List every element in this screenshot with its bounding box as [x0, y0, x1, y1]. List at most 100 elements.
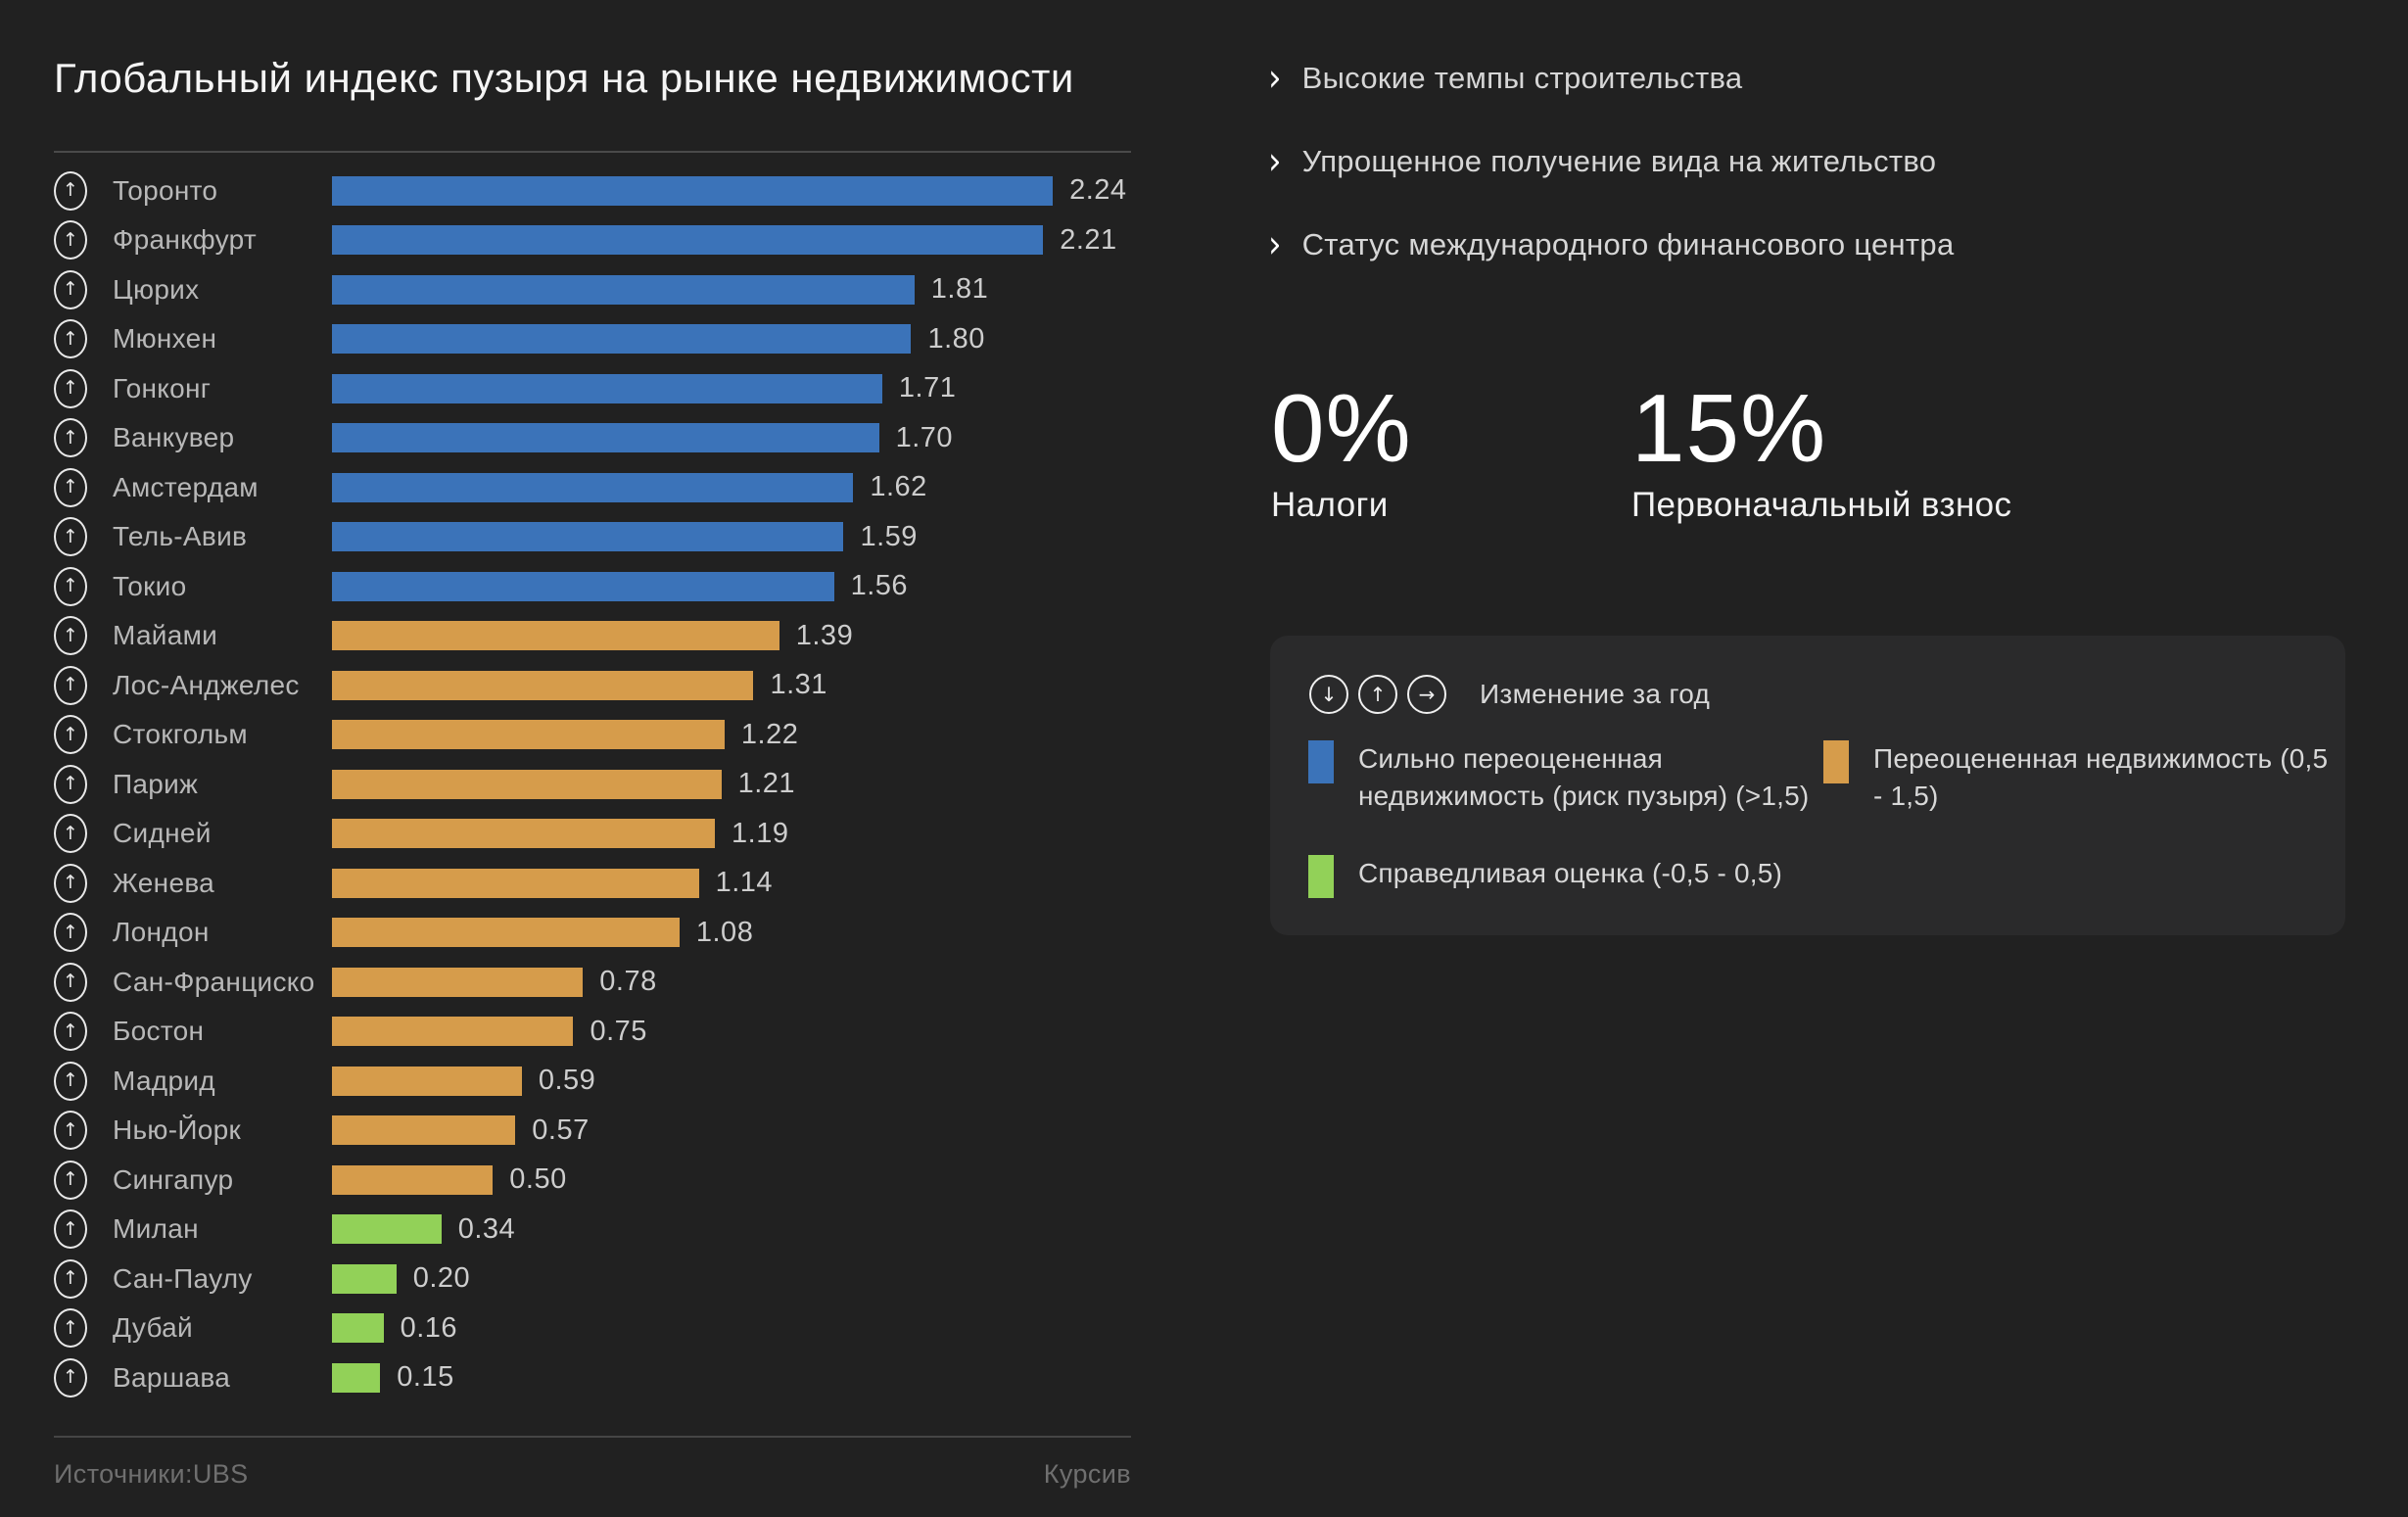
- chart-row: ↑ Сан-Паулу 0.20: [54, 1254, 1131, 1304]
- bubble-index-chart: Глобальный индекс пузыря на рынке недвиж…: [54, 0, 1131, 1490]
- city-label: Гонконг: [113, 372, 212, 403]
- legend-swatch: [1823, 740, 1849, 783]
- arrow-up-circle-icon: ↑: [54, 368, 87, 408]
- highlight-item: › Статус международного финансового центр…: [1268, 224, 1955, 264]
- arrow-up-circle-icon: ↑: [54, 913, 87, 953]
- arrow-up-circle-icon: ↑: [54, 715, 87, 755]
- bar-value: 0.75: [590, 1015, 647, 1047]
- highlight-label: Упрощенное получение вида на жительство: [1301, 144, 1937, 178]
- value-bar: [332, 621, 779, 651]
- chart-row: ↑ Гонконг 1.71: [54, 363, 1131, 413]
- chart-row: ↑ Париж 1.21: [54, 759, 1131, 809]
- bar-value: 1.62: [870, 471, 927, 503]
- chart-row: ↑ Тель-Авив 1.59: [54, 512, 1131, 562]
- chart-row: ↑ Сидней 1.19: [54, 809, 1131, 859]
- arrow-right-icon: →: [1407, 675, 1446, 714]
- bar-value: 0.16: [400, 1311, 458, 1344]
- arrow-up-circle-icon: ↑: [54, 616, 87, 656]
- value-bar: [332, 1066, 522, 1096]
- chart-row: ↑ Торонто 2.24: [54, 166, 1131, 215]
- bar-rows: ↑ Торонто 2.24 ↑ Франкфурт 2.21 ↑ Цюрих 1.81 ↑ Мюн…: [54, 166, 1131, 1402]
- arrow-up-circle-icon: ↑: [54, 170, 87, 211]
- chart-row: ↑ Бостон 0.75: [54, 1007, 1131, 1057]
- chart-row: ↑ Цюрих 1.81: [54, 264, 1131, 314]
- chevron-right-icon: ›: [1268, 56, 1282, 101]
- source-label: Источники:UBS: [54, 1458, 249, 1489]
- arrow-up-circle-icon: ↑: [54, 665, 87, 705]
- chevron-right-icon: ›: [1268, 139, 1282, 184]
- arrow-up-circle-icon: ↑: [54, 418, 87, 458]
- city-label: Франкфурт: [113, 224, 258, 256]
- bar-value: 1.56: [850, 570, 909, 602]
- value-bar: [332, 324, 912, 355]
- highlight-item: › Высокие темпы строительства: [1268, 56, 1955, 101]
- city-label: Токио: [113, 570, 187, 601]
- city-label: Лос-Анджелес: [113, 669, 300, 700]
- city-label: Женева: [113, 867, 215, 898]
- legend-item: Переоцененная недвижимость (0,5 - 1,5): [1823, 740, 2333, 815]
- chart-row: ↑ Женева 1.14: [54, 858, 1131, 908]
- chart-row: ↑ Сингапур 0.50: [54, 1155, 1131, 1205]
- arrow-up-circle-icon: ↑: [54, 269, 87, 309]
- chart-row: ↑ Ванкувер 1.70: [54, 413, 1131, 463]
- value-bar: [332, 1164, 494, 1195]
- change-icons-row: ↓ ↑ → Изменение за год: [1309, 675, 1710, 714]
- value-bar: [332, 175, 1054, 206]
- city-label: Цюрих: [113, 273, 200, 305]
- arrow-up-circle-icon: ↑: [54, 517, 87, 557]
- stat-downpayment: 15% Первоначальный взнос: [1631, 380, 2011, 525]
- bar-value: 0.57: [532, 1114, 590, 1146]
- value-bar: [332, 769, 722, 799]
- chart-row: ↑ Мадрид 0.59: [54, 1056, 1131, 1106]
- bar-value: 1.80: [927, 322, 985, 355]
- arrow-up-circle-icon: ↑: [54, 1111, 87, 1151]
- arrow-up-circle-icon: ↑: [54, 1357, 87, 1398]
- city-label: Сан-Паулу: [113, 1262, 253, 1294]
- value-bar: [332, 868, 699, 898]
- value-bar: [332, 670, 754, 700]
- city-label: Дубай: [113, 1312, 193, 1344]
- value-bar: [332, 1214, 442, 1245]
- city-label: Стокгольм: [113, 719, 248, 750]
- bar-value: 0.15: [397, 1361, 454, 1394]
- bar-value: 0.78: [599, 966, 657, 998]
- arrow-up-circle-icon: ↑: [54, 1209, 87, 1250]
- chart-row: ↑ Мюнхен 1.80: [54, 314, 1131, 364]
- value-bar: [332, 1017, 574, 1047]
- city-label: Варшава: [113, 1361, 231, 1393]
- city-label: Мюнхен: [113, 323, 217, 355]
- bar-value: 1.81: [930, 273, 989, 306]
- chart-row: ↑ Сан-Франциско 0.78: [54, 957, 1131, 1007]
- city-label: Майами: [113, 620, 218, 651]
- stats-row: 0% Налоги 15% Первоначальный взнос: [1271, 380, 2011, 525]
- value-bar: [332, 819, 716, 849]
- value-bar: [332, 1362, 381, 1393]
- legend-panel: ↓ ↑ → Изменение за год Сильно переоценен…: [1270, 636, 2345, 935]
- arrow-up-circle-icon: ↑: [54, 814, 87, 854]
- arrow-up-circle-icon: ↑: [54, 764, 87, 804]
- bar-value: 2.24: [1069, 174, 1127, 207]
- city-label: Париж: [113, 768, 199, 799]
- chart-row: ↑ Франкфурт 2.21: [54, 215, 1131, 265]
- bar-value: 1.14: [715, 867, 774, 899]
- city-label: Торонто: [113, 174, 218, 206]
- chart-row: ↑ Майами 1.39: [54, 611, 1131, 661]
- value-bar: [332, 967, 584, 997]
- bar-value: 0.50: [509, 1163, 567, 1196]
- arrow-up-circle-icon: ↑: [54, 863, 87, 903]
- legend-item: Справедливая оценка (-0,5 - 0,5): [1308, 855, 2053, 898]
- city-label: Тель-Авив: [113, 521, 248, 552]
- right-column: › Высокие темпы строительства › Упрощенное …: [1268, 0, 2355, 1517]
- legend-swatch: [1308, 855, 1334, 898]
- stat-downpayment-label: Первоначальный взнос: [1631, 486, 2012, 524]
- city-label: Сан-Франциско: [113, 966, 315, 997]
- arrow-up-circle-icon: ↑: [54, 319, 87, 359]
- bar-value: 1.59: [860, 520, 918, 552]
- arrow-up-circle-icon: ↑: [54, 1160, 87, 1200]
- chart-row: ↑ Дубай 0.16: [54, 1304, 1131, 1353]
- chart-row: ↑ Амстердам 1.62: [54, 462, 1131, 512]
- chart-row: ↑ Токио 1.56: [54, 561, 1131, 611]
- chart-row: ↑ Нью-Йорк 0.57: [54, 1106, 1131, 1156]
- city-label: Мадрид: [113, 1065, 215, 1096]
- legend-item: Сильно переоцененная недвижимость (риск …: [1308, 740, 1837, 815]
